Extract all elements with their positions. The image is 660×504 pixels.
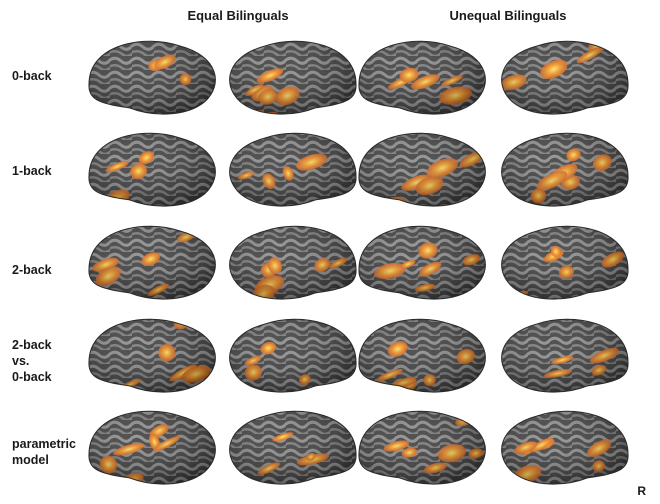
- brain-parametric-model-equal-left: [89, 411, 215, 502]
- brain-parametric-model-unequal-left: [359, 411, 485, 484]
- brain-0-back-equal-left: [89, 41, 215, 129]
- brain-1-back-equal-right: [230, 133, 356, 206]
- brain-2-back-vs-0-back-equal-left: [89, 312, 215, 393]
- brain-2-back-unequal-left: [359, 226, 485, 299]
- brain-2-back-unequal-right: [502, 226, 628, 300]
- brain-2-back-vs-0-back-unequal-left: [359, 319, 485, 393]
- brain-2-back-vs-0-back-unequal-right: [502, 319, 628, 392]
- brain-0-back-unequal-right: [499, 37, 629, 131]
- brain-2-back-equal-left: [89, 226, 215, 299]
- brain-1-back-equal-left: [89, 133, 215, 213]
- brain-2-back-equal-right: [230, 226, 356, 307]
- brain-2-back-vs-0-back-equal-right: [230, 319, 356, 392]
- brain-1-back-unequal-right: [502, 133, 628, 222]
- brain-0-back-unequal-left: [359, 41, 485, 114]
- brain-0-back-equal-right: [230, 41, 356, 129]
- brain-1-back-unequal-left: [359, 133, 489, 211]
- brain-parametric-model-equal-right: [230, 411, 356, 484]
- corner-label: R: [637, 484, 646, 498]
- brain-parametric-model-unequal-right: [502, 411, 628, 488]
